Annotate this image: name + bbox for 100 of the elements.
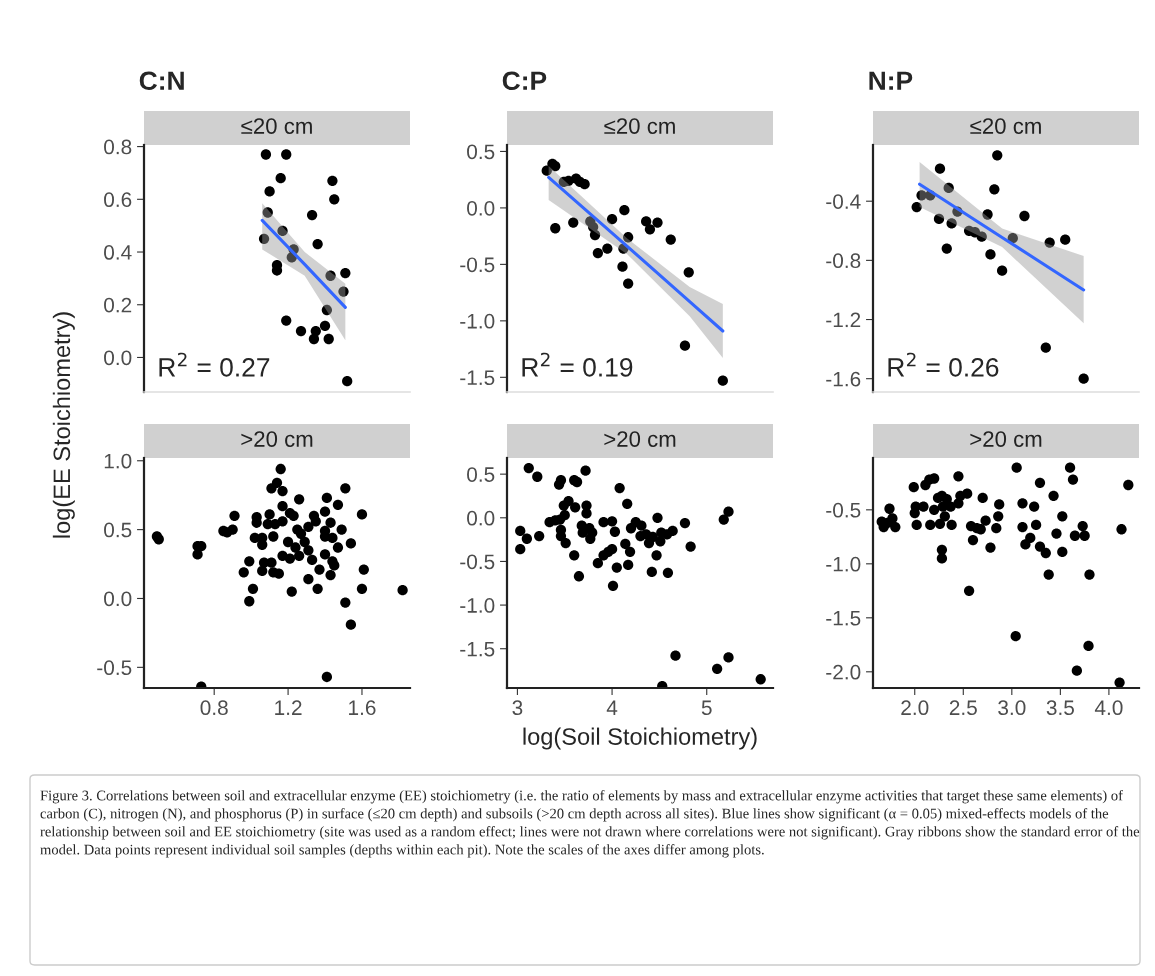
y-tick-label: -2.0 xyxy=(826,664,861,680)
x-tick-label: 3.0 xyxy=(998,700,1026,716)
point xyxy=(982,209,993,220)
point xyxy=(325,270,336,281)
point xyxy=(992,150,1003,161)
point xyxy=(579,179,590,190)
point xyxy=(679,340,691,351)
y-tick-label: 0.5 xyxy=(467,467,495,482)
x-tick-label: 1.6 xyxy=(349,700,376,716)
y-tick-label: 0.6 xyxy=(104,192,132,208)
point xyxy=(338,286,349,297)
y-tick-label: -1.0 xyxy=(826,556,861,572)
chart-subtitle: ≤20 cm xyxy=(241,118,312,134)
annotation: R$^{2}$ = 0.27 xyxy=(159,352,270,377)
point xyxy=(717,375,728,386)
point xyxy=(342,376,353,387)
x-tick-label: 5 xyxy=(701,700,712,716)
x-tick-label: 2.0 xyxy=(901,700,929,716)
point xyxy=(623,232,634,243)
y-tick-label: -0.8 xyxy=(826,253,861,269)
point xyxy=(985,249,996,260)
x-tick-label: 3.5 xyxy=(1046,700,1074,716)
y-tick-label: -0.5 xyxy=(826,502,861,518)
point xyxy=(281,315,292,326)
point xyxy=(606,214,618,225)
point xyxy=(641,216,652,227)
point xyxy=(683,267,694,278)
x-tick-label: 4.0 xyxy=(1094,700,1123,716)
point xyxy=(943,182,954,194)
point xyxy=(665,234,676,245)
chart-subtitle: >20 cm xyxy=(604,431,676,447)
point xyxy=(262,207,273,218)
point xyxy=(1019,210,1030,222)
y-tick-label: -1.0 xyxy=(460,313,495,329)
chart-title: N:P xyxy=(869,71,913,90)
point xyxy=(996,265,1008,276)
point xyxy=(295,325,307,337)
point xyxy=(1060,234,1071,245)
y-tick-label: 0.0 xyxy=(467,510,495,526)
point xyxy=(1040,342,1051,353)
point xyxy=(327,175,338,186)
point xyxy=(934,163,946,174)
point xyxy=(260,149,272,160)
chart-title: C:P xyxy=(502,71,547,91)
y-tick-label: -0.5 xyxy=(97,660,132,676)
point xyxy=(946,218,957,229)
point xyxy=(340,267,351,279)
point xyxy=(550,223,561,234)
y-tick-label: 0.0 xyxy=(104,591,132,607)
y-tick-label: -1.0 xyxy=(460,598,495,613)
point xyxy=(275,173,286,184)
point xyxy=(602,243,613,254)
point xyxy=(312,238,323,250)
y-tick-label: 0.5 xyxy=(467,144,495,160)
y-tick-label: -0.4 xyxy=(826,194,861,209)
point xyxy=(911,201,922,213)
y-tick-label: -1.5 xyxy=(826,611,861,626)
point xyxy=(617,261,628,272)
point xyxy=(1078,373,1089,384)
y-tick-label: 1.0 xyxy=(104,453,132,469)
x-tick-label: 1.2 xyxy=(275,700,302,715)
point xyxy=(976,231,987,242)
y-tick-label: -1.5 xyxy=(460,370,495,386)
point xyxy=(319,320,331,331)
x-tick-label: 3 xyxy=(512,700,523,716)
y-tick-label: -1.2 xyxy=(826,312,861,328)
point xyxy=(281,149,292,160)
y-tick-label: 0.0 xyxy=(467,200,495,216)
point xyxy=(644,224,656,235)
chart-subtitle: ≤20 cm xyxy=(604,118,675,134)
y-tick-label: -1.6 xyxy=(826,371,861,387)
point xyxy=(308,333,320,345)
point xyxy=(989,184,1000,195)
point xyxy=(1044,237,1055,248)
point xyxy=(589,229,601,241)
point xyxy=(592,247,604,259)
point xyxy=(258,233,270,244)
chart-subtitle: >20 cm xyxy=(970,431,1042,447)
point xyxy=(568,217,579,228)
point xyxy=(652,217,663,228)
point xyxy=(306,209,318,221)
point xyxy=(541,165,552,176)
point xyxy=(323,333,334,345)
point xyxy=(1007,233,1018,244)
y-tick-label: 0.4 xyxy=(104,245,132,260)
y-axis-title: log(EE Stoichiometry) xyxy=(52,312,75,538)
point xyxy=(941,243,952,254)
annotation: R$^{2}$ = 0.19 xyxy=(522,352,633,377)
point xyxy=(321,304,333,316)
y-tick-label: -0.5 xyxy=(460,554,495,570)
point xyxy=(329,194,340,205)
point xyxy=(264,186,275,197)
x-tick-label: 2.5 xyxy=(949,700,977,716)
y-tick-label: -1.5 xyxy=(460,641,495,657)
x-axis-title: log(Soil Stoichiometry) xyxy=(523,727,757,750)
x-tick-label: 4 xyxy=(606,700,618,715)
y-tick-label: 0.0 xyxy=(104,350,132,366)
point xyxy=(933,213,945,225)
y-tick-label: 0.5 xyxy=(104,522,132,538)
y-tick-label: -0.5 xyxy=(460,257,495,273)
